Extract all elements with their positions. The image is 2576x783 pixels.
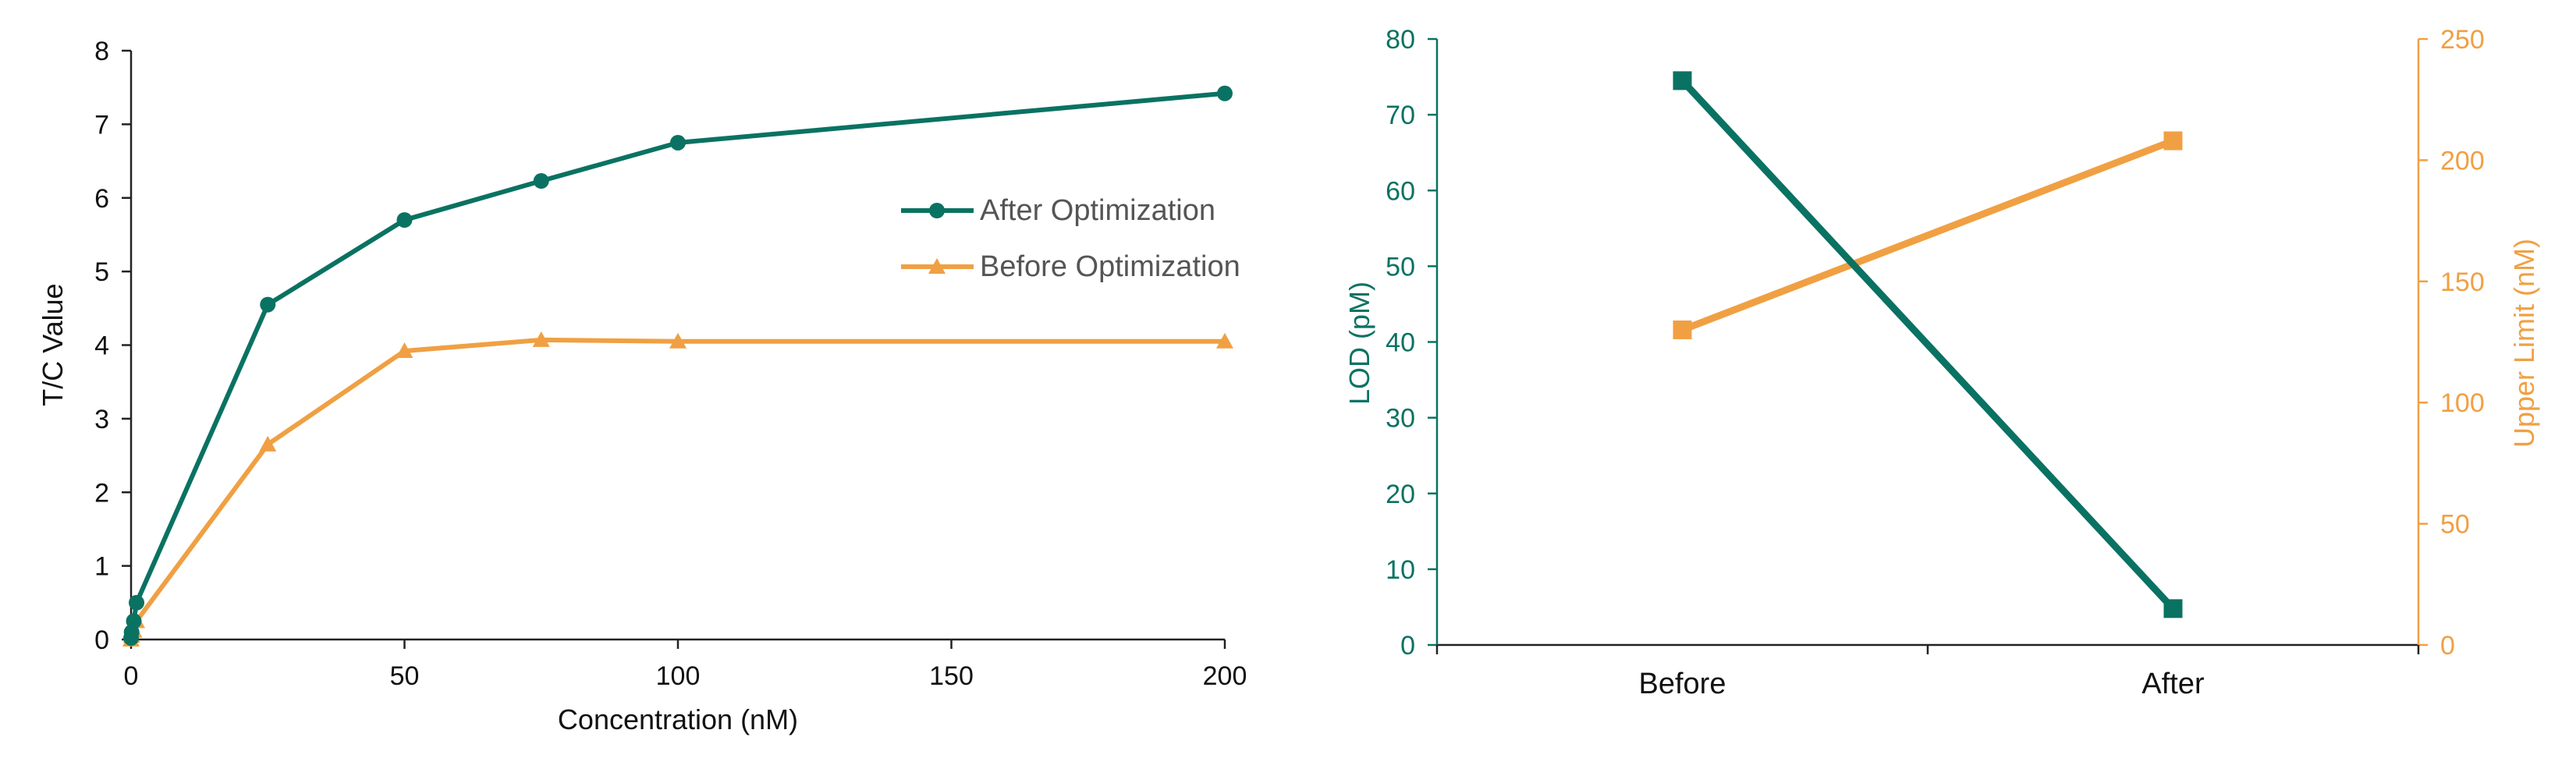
left-y-tick-label: 1: [94, 552, 109, 582]
left-x-ticks: 0 50 100 150 200: [124, 640, 1247, 691]
right-right-y-tick-label: 50: [2440, 510, 2470, 540]
data-point-before: [259, 435, 277, 452]
right-right-y-tick-label: 250: [2440, 25, 2485, 55]
right-right-y-tick-label: 150: [2440, 267, 2485, 297]
right-right-y-ticks: 0 50 100 150 200 250: [2418, 25, 2485, 661]
right-left-y-tick-label: 10: [1386, 555, 1415, 585]
series-line-lod: [1680, 78, 2176, 611]
data-point-before: [396, 342, 413, 359]
left-y-tick-label: 7: [94, 110, 109, 140]
left-chart: 0 50 100 150 200 0 1 2 3 4 5 6 7 8 Concentration (nM…: [37, 37, 1247, 735]
data-point-before: [532, 331, 550, 347]
legend-before-label: Before Optimization: [980, 250, 1240, 283]
right-right-y-tick-label: 0: [2440, 631, 2455, 661]
right-left-y-tick-label: 40: [1386, 328, 1415, 358]
data-point-upper-limit: [1673, 320, 1692, 339]
series-line-upper-limit: [1680, 137, 2175, 334]
data-point-upper-limit: [2163, 131, 2183, 151]
series-line-before: [129, 337, 1225, 640]
data-point-after: [1217, 85, 1233, 101]
right-left-y-tick-label: 0: [1400, 631, 1415, 661]
right-x-category-label: After: [2141, 668, 2205, 700]
data-point-after: [670, 134, 686, 151]
right-x-categories: Before After: [1435, 645, 2420, 700]
right-left-y-tick-label: 80: [1386, 25, 1415, 55]
right-left-y-tick-label: 20: [1386, 480, 1415, 509]
left-y-tick-label: 8: [94, 37, 109, 66]
data-point-lod: [1673, 71, 1692, 90]
left-series-group: [122, 85, 1233, 647]
left-x-tick-label: 150: [929, 661, 974, 691]
left-x-tick-label: 100: [656, 661, 701, 691]
left-legend: After Optimization Before Optimization: [901, 194, 1240, 283]
left-y-axis-label: T/C Value: [37, 283, 69, 406]
left-y-ticks: 0 1 2 3 4 5 6 7 8: [94, 37, 131, 655]
right-x-category-label: Before: [1639, 668, 1726, 700]
left-y-tick-label: 5: [94, 257, 109, 287]
left-x-axis-label: Concentration (nM): [558, 703, 798, 735]
right-left-y-ticks: 0 10 20 30 40 50 60 70 80: [1386, 25, 1437, 661]
right-right-y-tick-label: 200: [2440, 146, 2485, 175]
data-point-after: [396, 212, 413, 229]
data-point-after: [129, 594, 145, 611]
data-point-before: [669, 332, 687, 349]
left-y-tick-label: 4: [94, 331, 109, 361]
right-left-y-tick-label: 70: [1386, 101, 1415, 130]
data-point-after: [533, 173, 549, 190]
data-point-before: [1216, 332, 1233, 349]
left-y-tick-label: 6: [94, 184, 109, 214]
legend-after-label: After Optimization: [980, 194, 1215, 227]
right-right-y-tick-label: 100: [2440, 388, 2485, 418]
right-left-y-tick-label: 50: [1386, 252, 1415, 282]
legend-before-marker: [928, 258, 946, 274]
data-point-after: [126, 613, 142, 629]
right-right-y-axis-label: Upper Limit (nM): [2508, 239, 2540, 448]
data-point-after: [260, 296, 276, 313]
right-left-y-tick-label: 60: [1386, 176, 1415, 206]
series-line-after: [129, 90, 1226, 639]
legend-after-marker: [929, 203, 945, 218]
left-y-tick-label: 2: [94, 478, 109, 508]
left-x-tick-label: 200: [1203, 661, 1247, 691]
left-x-tick-label: 0: [124, 661, 139, 691]
right-left-y-tick-label: 30: [1386, 404, 1415, 434]
right-left-y-axis-label: LOD (pM): [1343, 282, 1375, 405]
left-y-tick-label: 0: [94, 625, 109, 655]
data-point-lod: [2163, 599, 2183, 618]
left-x-tick-label: 50: [390, 661, 420, 691]
left-y-tick-label: 3: [94, 405, 109, 434]
right-chart: 0 10 20 30 40 50 60 70 80 0 50 100 150 200 250 Before…: [1343, 25, 2540, 700]
right-series-group: [1673, 71, 2183, 618]
